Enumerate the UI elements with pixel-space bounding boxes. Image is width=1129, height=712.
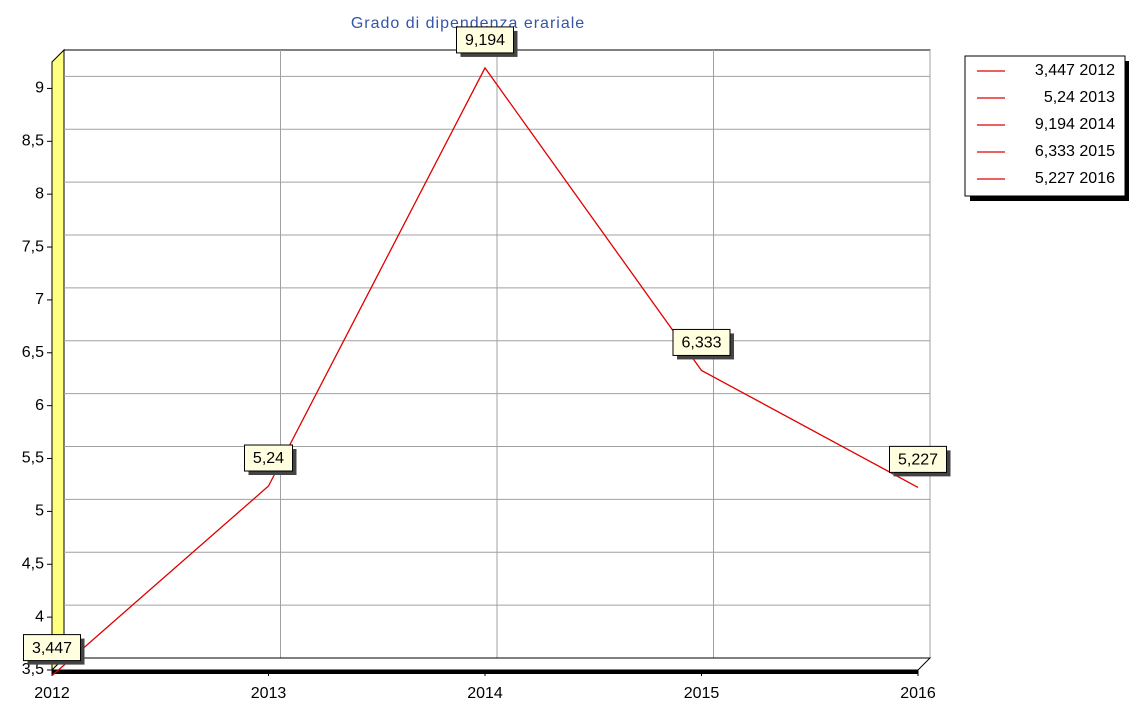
y-tick-label: 5,5	[22, 450, 44, 467]
legend-category: 2013	[1079, 89, 1115, 106]
value-label: 3,447	[32, 640, 72, 657]
legend-entry: 6,333 2015	[1035, 143, 1115, 160]
legend-value: 9,194	[1035, 116, 1075, 133]
value-label-box	[672, 328, 731, 356]
y-tick-label: 7,5	[22, 238, 44, 255]
value-label-box	[889, 445, 947, 473]
y-tick-label: 8,5	[22, 133, 44, 150]
legend-value: 6,333	[1035, 143, 1075, 160]
chart-title: Grado di dipendenza erariale	[351, 15, 585, 32]
legend-value: 5,24	[1044, 89, 1075, 106]
y-tick-label: 5	[35, 503, 44, 520]
value-label-box	[456, 26, 514, 54]
legend-entry: 5,24 2013	[1044, 89, 1115, 106]
x-tick-label: 2013	[251, 685, 287, 702]
y-tick-label: 9	[35, 80, 44, 97]
legend-value: 3,447	[1035, 62, 1075, 79]
y-tick-label: 8	[35, 185, 44, 202]
y-tick-label: 4,5	[22, 555, 44, 572]
x-tick-label: 2014	[467, 685, 503, 702]
value-label: 6,333	[681, 335, 721, 352]
legend-category: 2016	[1079, 170, 1115, 187]
legend-entry: 9,194 2014	[1035, 116, 1115, 133]
x-tick-label: 2015	[684, 685, 720, 702]
value-label-box	[23, 634, 81, 662]
x-tick-label: 2012	[34, 685, 70, 702]
legend-category: 2012	[1079, 62, 1115, 79]
value-label-box	[244, 444, 293, 472]
x-tick-label: 2016	[900, 685, 936, 702]
value-label: 9,194	[465, 32, 505, 49]
legend-entry: 5,227 2016	[1035, 170, 1115, 187]
legend-category: 2014	[1079, 116, 1115, 133]
legend-category: 2015	[1079, 143, 1115, 160]
value-label: 5,24	[253, 450, 284, 467]
y-tick-label: 6,5	[22, 344, 44, 361]
legend	[964, 55, 1126, 197]
floor-shadow	[52, 670, 918, 674]
floor	[50, 657, 932, 671]
y-tick-label: 6	[35, 397, 44, 414]
y-tick-label: 3,5	[22, 661, 44, 678]
y-tick-label: 7	[35, 291, 44, 308]
series-line	[51, 66, 919, 677]
legend-value: 5,227	[1035, 170, 1075, 187]
y-tick-label: 4	[35, 608, 44, 625]
legend-entry: 3,447 2012	[1035, 62, 1115, 79]
left-wall	[51, 48, 65, 672]
value-label: 5,227	[898, 452, 938, 469]
